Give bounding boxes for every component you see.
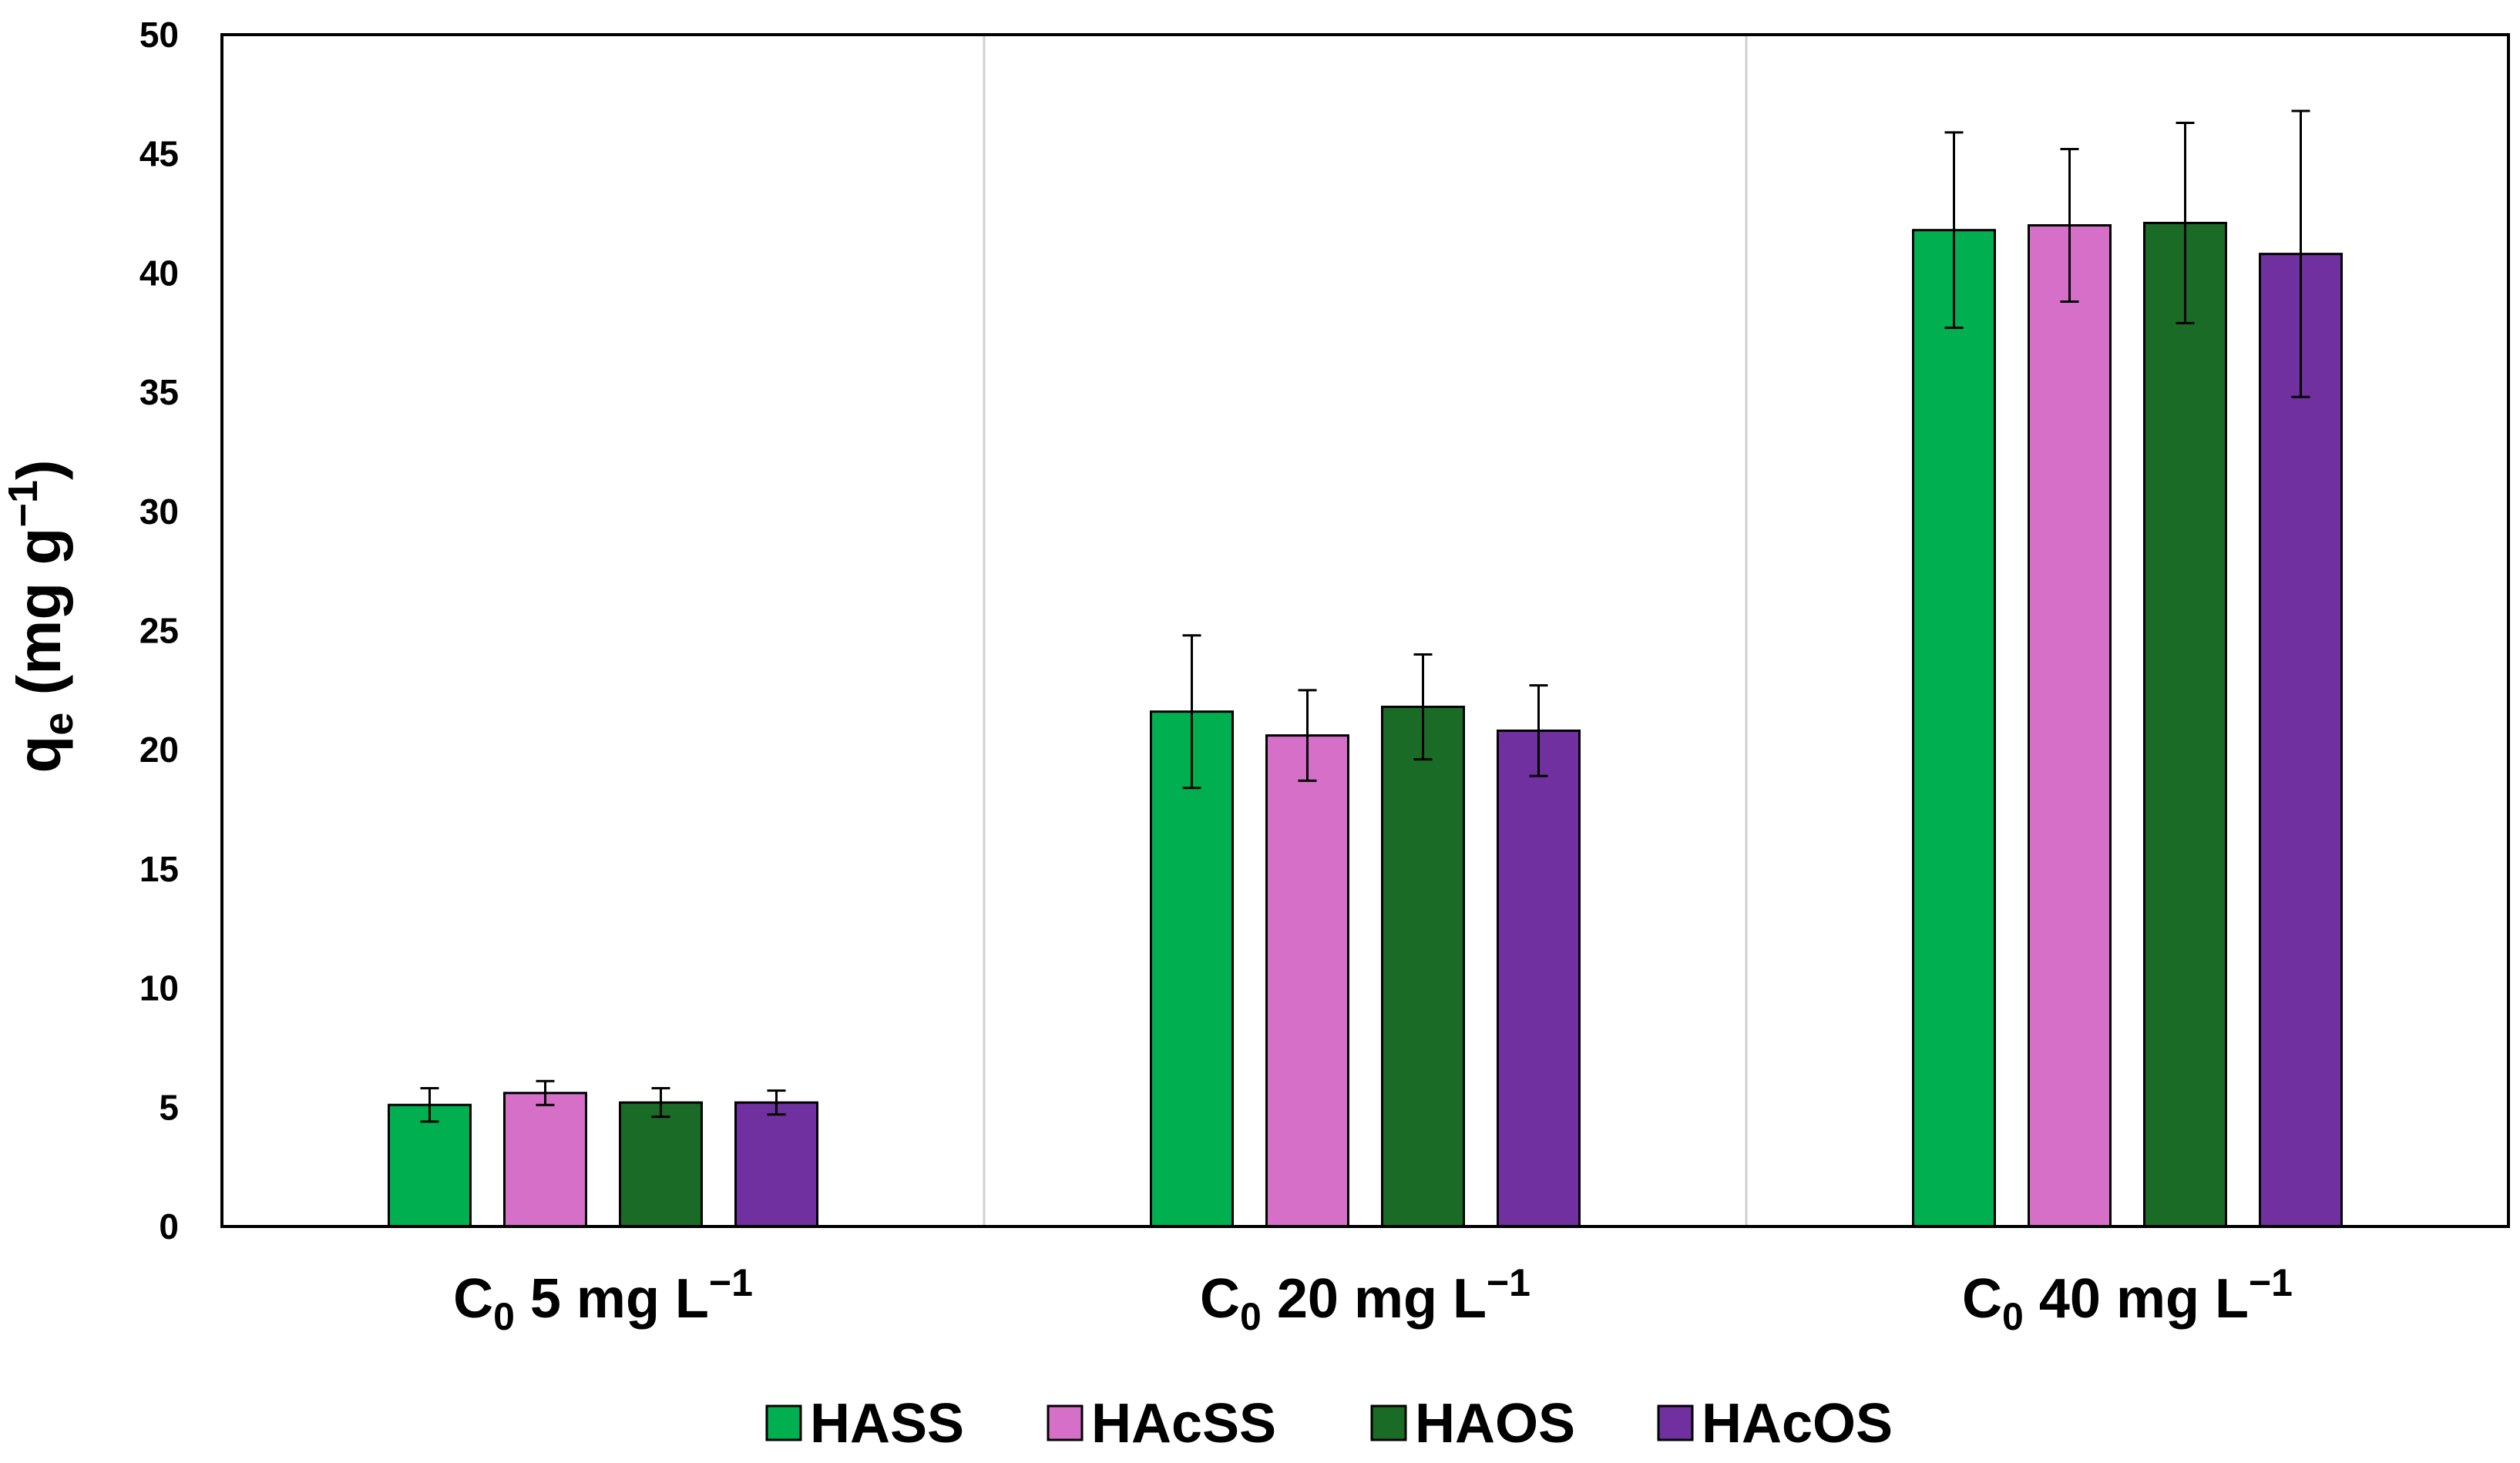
y-tick-label: 40 <box>139 253 179 293</box>
category-label-prefix: C <box>453 1268 493 1330</box>
legend-swatch <box>765 1404 802 1441</box>
category-label-subscript: 0 <box>2002 1295 2024 1338</box>
y-tick-label: 20 <box>139 730 179 770</box>
y-tick-label: 5 <box>159 1087 179 1127</box>
error-bars <box>420 109 2310 1123</box>
y-axis-label-subscript: e <box>35 713 82 736</box>
group-separators <box>983 35 1748 1226</box>
y-tick-label: 15 <box>139 849 179 889</box>
legend-label: HAcSS <box>1091 1393 1276 1455</box>
y-axis-label-main: q <box>5 736 73 773</box>
legend-label: HASS <box>810 1393 964 1455</box>
plot-area-frame <box>220 33 2510 1228</box>
legend-label: HAOS <box>1415 1393 1575 1455</box>
y-tick-label: 10 <box>139 968 179 1008</box>
bar <box>1912 229 1996 1228</box>
y-tick-label: 0 <box>159 1206 179 1247</box>
bar <box>1497 729 1581 1228</box>
y-axis-ticks: 0 5 10 15 20 25 30 35 40 45 50 <box>139 15 179 1247</box>
bar <box>1381 706 1465 1228</box>
bar <box>734 1101 818 1228</box>
category-label-superscript: −1 <box>1487 1261 1530 1304</box>
bar <box>619 1101 703 1228</box>
legend-swatch <box>1047 1404 1084 1441</box>
y-axis-label-superscript: −1 <box>0 480 46 528</box>
x-axis-category-labels: C0 5 mg L−1 C0 20 mg L−1 C0 40 mg L−1 <box>453 1261 2293 1338</box>
category-label-prefix: C <box>1962 1268 2002 1330</box>
category-label: C0 40 mg L−1 <box>1962 1261 2293 1338</box>
y-tick-label: 30 <box>139 492 179 532</box>
legend-swatch <box>1370 1404 1407 1441</box>
bar <box>2028 224 2112 1228</box>
category-label-text: 5 mg L <box>515 1268 709 1330</box>
category-label-superscript: −1 <box>709 1261 753 1304</box>
bar <box>2259 253 2343 1228</box>
category-label: C0 5 mg L−1 <box>453 1261 753 1338</box>
legend: HASS HAcSS HAOS HAcOS <box>765 1393 1893 1455</box>
y-axis-label: qe (mg g−1) <box>0 459 82 773</box>
y-axis-label-unit: (mg g <box>5 528 73 713</box>
y-axis-label-close: ) <box>5 459 73 480</box>
category-label-text: 40 mg L <box>2024 1268 2249 1330</box>
bar <box>2143 221 2227 1228</box>
bar <box>1265 734 1349 1228</box>
bar <box>1150 710 1234 1228</box>
legend-swatch <box>1657 1404 1694 1441</box>
y-tick-label: 25 <box>139 611 179 651</box>
category-label-subscript: 0 <box>1240 1295 1262 1338</box>
bar <box>388 1103 472 1228</box>
y-tick-label: 45 <box>139 134 179 174</box>
bar <box>503 1092 587 1228</box>
y-tick-label: 35 <box>139 372 179 412</box>
category-label-superscript: −1 <box>2249 1261 2293 1304</box>
bars <box>388 221 2343 1228</box>
y-tick-label: 50 <box>139 15 179 55</box>
legend-label: HAcOS <box>1702 1393 1893 1455</box>
category-label: C0 20 mg L−1 <box>1200 1261 1530 1338</box>
category-label-prefix: C <box>1200 1268 1240 1330</box>
category-label-text: 20 mg L <box>1262 1268 1487 1330</box>
category-label-subscript: 0 <box>493 1295 515 1338</box>
